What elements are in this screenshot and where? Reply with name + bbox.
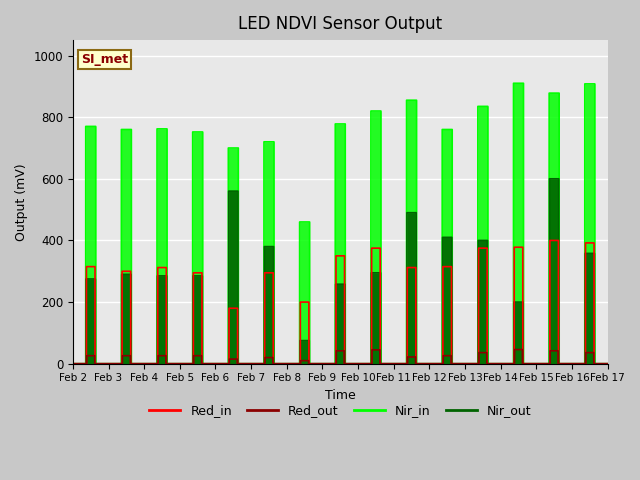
Y-axis label: Output (mV): Output (mV) — [15, 163, 28, 241]
Red_out — [404, 361, 412, 367]
Red_in — [332, 253, 340, 259]
Red_out — [118, 361, 126, 367]
Nir_out — [118, 361, 125, 367]
Nir_out — [163, 361, 170, 367]
Nir_in — [604, 361, 611, 367]
Red_out — [547, 348, 554, 354]
Red_in — [546, 238, 554, 243]
Line: Red_out: Red_out — [73, 349, 607, 364]
Legend: Red_in, Red_out, Nir_in, Nir_out: Red_in, Red_out, Nir_in, Nir_out — [144, 399, 536, 422]
Nir_in — [69, 361, 77, 367]
Nir_out — [198, 361, 206, 367]
Nir_out — [69, 361, 77, 367]
Nir_in — [332, 121, 339, 127]
Red_out — [333, 348, 340, 354]
Nir_in — [163, 361, 171, 367]
Nir_out — [546, 361, 554, 367]
Title: LED NDVI Sensor Output: LED NDVI Sensor Output — [238, 15, 442, 33]
Red_in — [546, 361, 554, 367]
Red_out — [162, 361, 170, 367]
Nir_out — [403, 361, 411, 367]
Nir_out — [546, 176, 554, 182]
Nir_in — [403, 361, 410, 367]
Line: Nir_out: Nir_out — [73, 179, 607, 364]
Red_out — [69, 361, 77, 367]
Red_in — [198, 361, 206, 367]
Red_in — [604, 361, 611, 367]
Red_out — [511, 347, 518, 352]
Red_in — [69, 361, 77, 367]
Nir_in — [199, 361, 207, 367]
Red_in — [163, 361, 170, 367]
Red_out — [604, 361, 611, 367]
Nir_out — [604, 361, 611, 367]
Nir_in — [509, 80, 517, 86]
Text: SI_met: SI_met — [81, 53, 128, 66]
Red_in — [118, 361, 126, 367]
Line: Red_in: Red_in — [73, 240, 607, 364]
Line: Nir_in: Nir_in — [73, 83, 607, 364]
Nir_in — [545, 90, 553, 96]
Red_in — [403, 361, 411, 367]
X-axis label: Time: Time — [325, 389, 356, 402]
Red_out — [198, 361, 205, 367]
Nir_out — [332, 281, 339, 287]
Nir_in — [118, 361, 125, 367]
